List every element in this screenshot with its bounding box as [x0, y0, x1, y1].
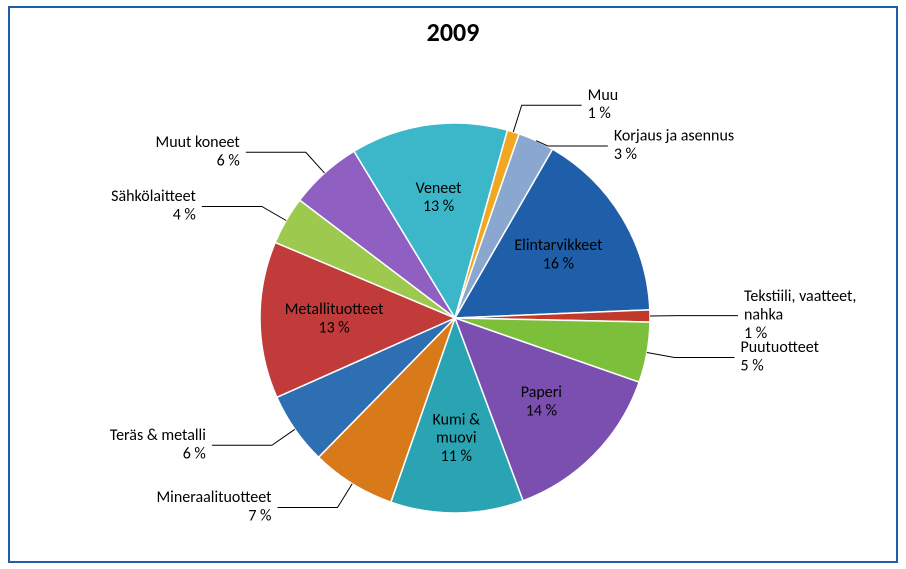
- svg-text:Korjaus ja asennus: Korjaus ja asennus: [614, 127, 734, 146]
- svg-text:nahka: nahka: [744, 305, 783, 324]
- outer-label: Sähkölaitteet4 %: [111, 187, 196, 224]
- leader-line: [647, 353, 735, 358]
- outer-label: Puutuotteet5 %: [740, 338, 819, 375]
- leader-line: [536, 141, 608, 146]
- svg-text:Metallituotteet: Metallituotteet: [285, 300, 384, 319]
- svg-text:Puutuotteet: Puutuotteet: [740, 338, 819, 357]
- svg-text:muovi: muovi: [436, 429, 476, 448]
- svg-text:13 %: 13 %: [423, 197, 454, 216]
- svg-text:Muu: Muu: [588, 86, 619, 105]
- svg-text:1 %: 1 %: [588, 104, 611, 123]
- svg-text:Sähkölaitteet: Sähkölaitteet: [111, 187, 196, 206]
- svg-text:13 %: 13 %: [318, 318, 349, 337]
- svg-text:7 %: 7 %: [248, 507, 271, 526]
- svg-text:Elintarvikkeet: Elintarvikkeet: [514, 236, 603, 255]
- svg-text:6 %: 6 %: [217, 151, 240, 170]
- leader-line: [202, 207, 286, 221]
- outer-label: Teräs & metalli6 %: [110, 426, 206, 463]
- slice-label: Paperi14 %: [521, 383, 562, 420]
- pie-chart: Elintarvikkeet16 % Tekstiili, vaatteet,na…: [10, 8, 896, 561]
- svg-text:Teräs & metalli: Teräs & metalli: [110, 426, 206, 445]
- svg-text:Mineraalituotteet: Mineraalituotteet: [156, 488, 272, 507]
- svg-text:5 %: 5 %: [740, 357, 763, 376]
- svg-text:3 %: 3 %: [614, 145, 637, 164]
- svg-text:Paperi: Paperi: [521, 383, 562, 402]
- svg-text:14 %: 14 %: [526, 402, 557, 421]
- svg-text:11 %: 11 %: [441, 447, 472, 466]
- outer-label: Muu1 %: [588, 86, 619, 123]
- outer-label: Korjaus ja asennus3 %: [614, 127, 734, 164]
- leader-line: [277, 484, 352, 508]
- outer-label: Muut koneet6 %: [156, 133, 241, 170]
- leader-line: [513, 105, 581, 132]
- leader-line: [246, 152, 325, 173]
- chart-frame: 2009 Elintarvikkeet16 %Tekstiili, vaatte…: [8, 6, 898, 563]
- svg-text:4 %: 4 %: [173, 206, 196, 225]
- svg-text:6 %: 6 %: [183, 444, 206, 463]
- leader-line: [212, 429, 295, 445]
- outer-label: Tekstiili, vaatteet,nahka1 %: [744, 287, 856, 343]
- svg-text:Muut koneet: Muut koneet: [156, 133, 241, 152]
- svg-text:16 %: 16 %: [543, 254, 574, 273]
- svg-text:Veneet: Veneet: [416, 179, 462, 198]
- svg-text:Tekstiili, vaatteet,: Tekstiili, vaatteet,: [744, 287, 856, 306]
- svg-text:Kumi &: Kumi &: [433, 410, 481, 429]
- outer-label: Mineraalituotteet7 %: [156, 488, 272, 525]
